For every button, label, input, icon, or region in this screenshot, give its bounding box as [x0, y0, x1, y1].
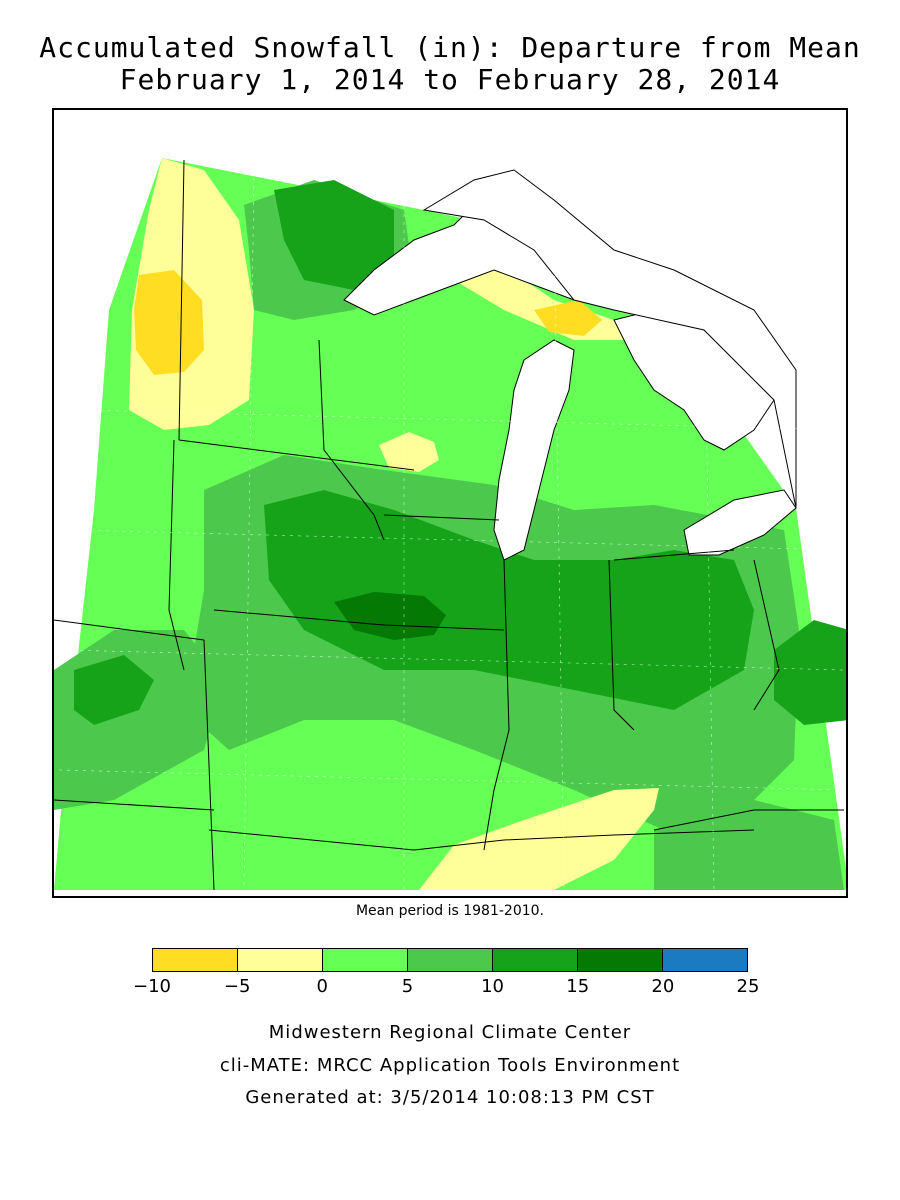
lake-michigan: [493, 339, 575, 561]
contour-neg5-0-wisconsin: [379, 432, 439, 472]
color-legend: [152, 948, 748, 972]
map-title-line1: Accumulated Snowfall (in): Departure fro…: [39, 31, 861, 64]
state-boundaries: [54, 159, 844, 891]
legend-tick-label: 15: [566, 976, 590, 997]
legend-tick-label: 5: [401, 976, 414, 997]
graticule: [58, 169, 845, 891]
legend-tick-label: 0: [316, 976, 329, 997]
contour-10-15-central: [264, 490, 754, 710]
contour-neg5-0-south: [419, 788, 659, 890]
legend-swatch: [493, 949, 578, 971]
legend-tick-label: 10: [481, 976, 505, 997]
contour-10-15-east: [774, 620, 846, 725]
legend-swatch: [408, 949, 493, 971]
contour-neg10-neg5-upper-peninsula: [534, 300, 602, 336]
legend-tick-label: −10: [133, 976, 171, 997]
legend-swatch: [238, 949, 323, 971]
credit-tool: cli-MATE: MRCC Application Tools Environ…: [219, 1055, 681, 1076]
legend-tick-label: 25: [736, 976, 760, 997]
legend-tick-label: −5: [223, 976, 251, 997]
legend-swatch: [153, 949, 238, 971]
credit-generated: Generated at: 3/5/2014 10:08:13 PM CST: [245, 1087, 655, 1108]
lake-erie: [683, 489, 797, 556]
mean-period-note: Mean period is 1981-2010.: [355, 903, 545, 919]
map-title-line2: February 1, 2014 to February 28, 2014: [119, 63, 781, 96]
contour-10-15-west: [74, 655, 154, 725]
snowfall-departure-map: [54, 158, 846, 891]
contour-neg10-neg5-west: [134, 270, 204, 375]
legend-swatch: [578, 949, 663, 971]
map-frame: [52, 108, 848, 898]
contour-15-20-iowa-illinois: [334, 592, 446, 640]
legend-tick-labels: −10 −5 0 5 10 15 20 25: [0, 976, 900, 1000]
credit-org: Midwestern Regional Climate Center: [268, 1022, 632, 1043]
contour-10-15-north: [274, 180, 394, 290]
legend-swatch: [323, 949, 408, 971]
contour-5-10-south: [654, 800, 844, 890]
legend-tick-label: 20: [651, 976, 675, 997]
legend-swatch: [663, 949, 747, 971]
canada-land-white: [422, 169, 797, 509]
